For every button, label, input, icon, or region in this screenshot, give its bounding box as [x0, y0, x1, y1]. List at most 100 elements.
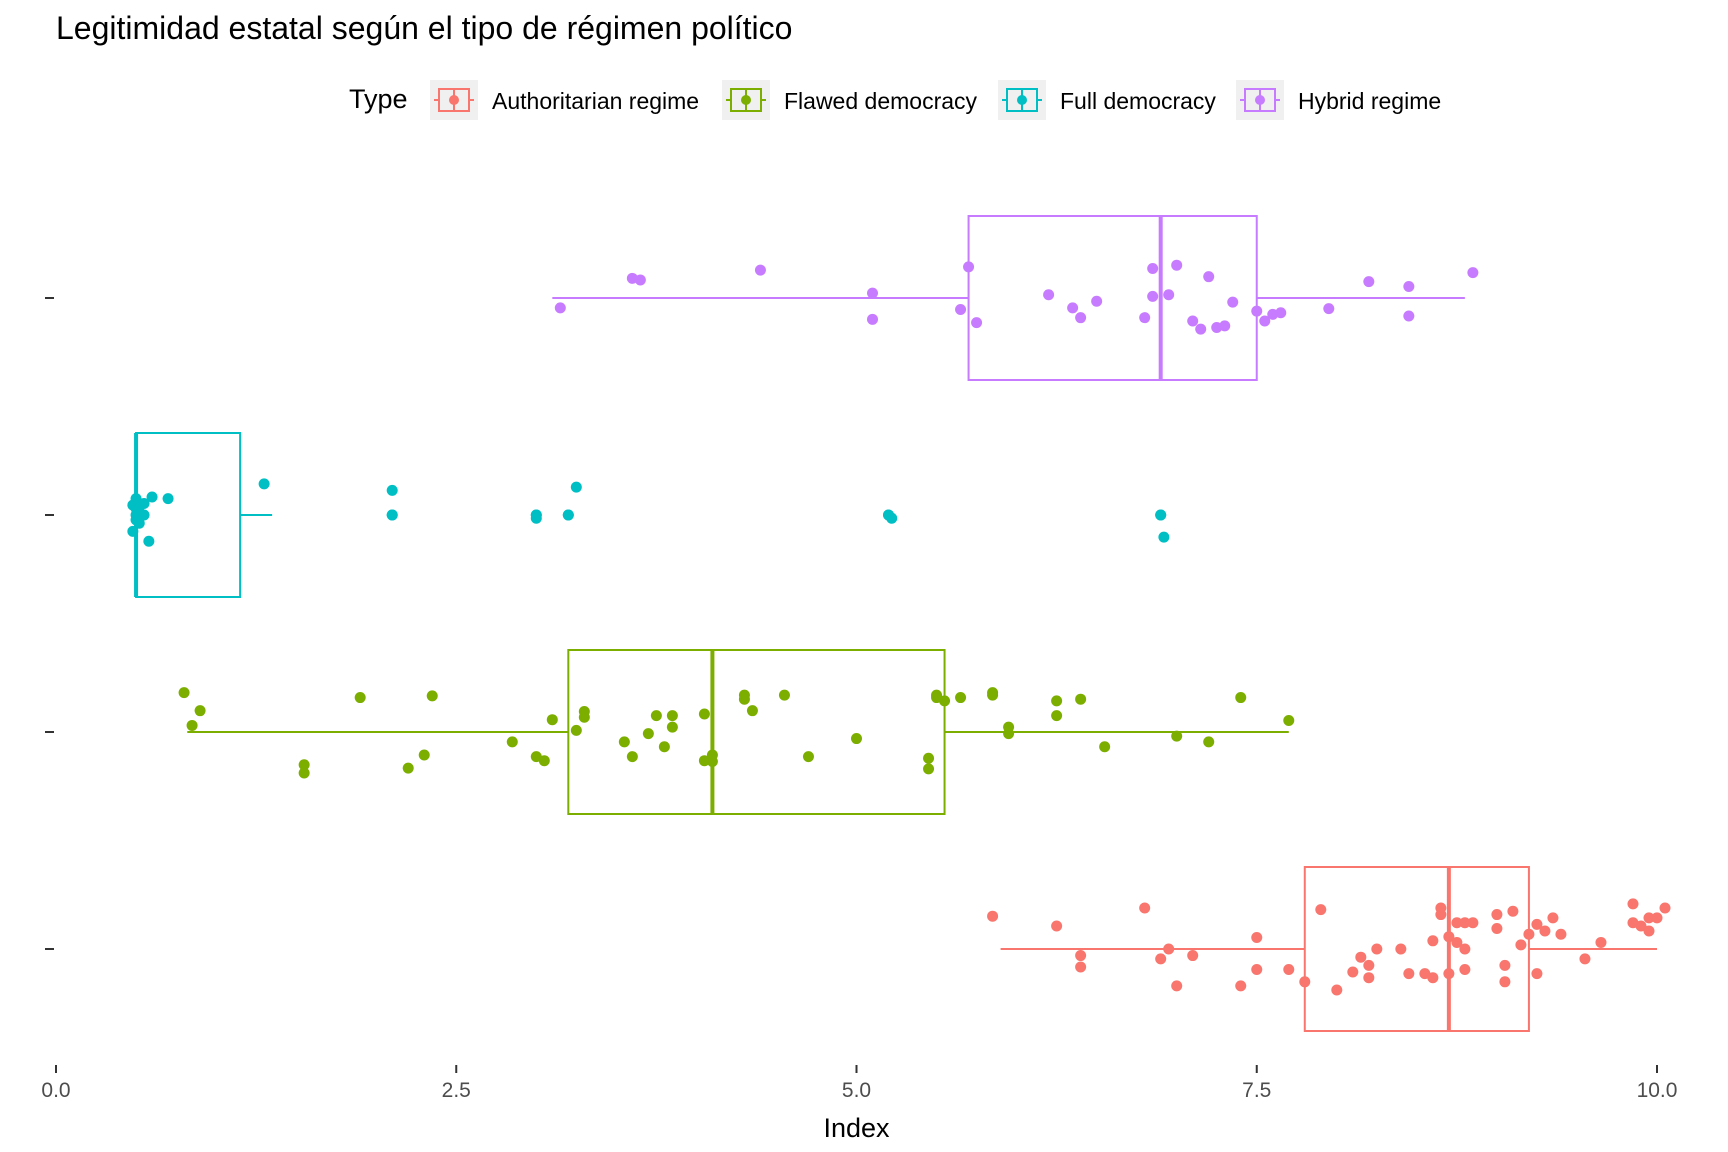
data-point: [1395, 943, 1407, 955]
data-point: [1403, 281, 1415, 293]
legend-label: Full democracy: [1060, 88, 1216, 114]
boxplot-hybrid-regime: [45, 215, 1479, 381]
data-point: [1499, 976, 1511, 988]
data-point: [1155, 953, 1167, 965]
data-point: [923, 763, 935, 775]
data-point: [1003, 721, 1015, 733]
data-point: [1075, 950, 1087, 962]
data-point: [1347, 966, 1359, 978]
boxplot-flawed-democracy: [45, 649, 1295, 815]
data-point: [127, 525, 139, 537]
data-point: [143, 535, 155, 547]
boxplot-authoritarian-regime: [45, 866, 1671, 1032]
data-point: [1451, 917, 1463, 929]
data-point: [1651, 912, 1663, 924]
data-point: [1251, 964, 1263, 975]
data-point: [867, 313, 879, 325]
data-point: [658, 741, 670, 753]
data-point: [618, 736, 630, 748]
boxplot-full-democracy: [45, 432, 1170, 598]
data-point: [1531, 918, 1543, 930]
data-point: [1171, 980, 1183, 992]
legend-title: Type: [349, 84, 408, 114]
data-point: [1099, 741, 1111, 753]
legend-key: [430, 80, 478, 120]
data-point: [1467, 917, 1479, 929]
data-point: [1139, 312, 1151, 324]
data-point: [386, 484, 398, 496]
data-point: [1507, 905, 1519, 917]
data-point: [506, 736, 518, 748]
data-point: [1235, 980, 1247, 992]
data-point: [578, 711, 590, 723]
box: [967, 215, 1258, 381]
data-point: [1539, 925, 1551, 937]
data-point: [146, 491, 158, 503]
data-point: [1155, 509, 1167, 521]
data-point: [1139, 902, 1151, 914]
data-point: [1075, 312, 1087, 324]
data-point: [1459, 943, 1471, 955]
data-point: [133, 517, 145, 529]
data-point: [258, 478, 270, 490]
legend-label: Hybrid regime: [1298, 88, 1442, 114]
data-point: [546, 714, 558, 726]
data-point: [886, 512, 898, 524]
data-point: [1163, 289, 1175, 301]
data-point: [1259, 315, 1271, 327]
data-point: [1363, 959, 1375, 971]
data-point: [1555, 928, 1567, 940]
data-point: [570, 724, 582, 736]
data-point: [1635, 920, 1647, 932]
data-point: [1067, 302, 1079, 314]
data-point: [1427, 972, 1439, 984]
data-point: [626, 751, 638, 763]
data-point: [1595, 936, 1607, 948]
legend-label: Authoritarian regime: [492, 88, 700, 114]
data-point: [698, 755, 710, 767]
data-point: [1371, 943, 1383, 955]
data-point: [1659, 902, 1671, 914]
legend-label: Flawed democracy: [784, 88, 978, 114]
data-point: [634, 274, 646, 286]
legend-key: [722, 80, 770, 120]
data-point: [1091, 295, 1103, 307]
data-point: [354, 692, 366, 704]
data-point: [1299, 976, 1311, 988]
data-point: [1158, 531, 1170, 543]
legend-key: [1236, 80, 1284, 120]
data-point: [778, 689, 790, 701]
data-point: [1187, 950, 1199, 962]
data-point: [931, 689, 943, 701]
data-point: [1459, 964, 1471, 975]
data-point: [1427, 935, 1439, 947]
data-point: [1147, 262, 1159, 274]
data-point: [1323, 303, 1335, 315]
data-point: [1459, 917, 1471, 929]
data-point: [1219, 320, 1231, 332]
data-point: [1579, 953, 1591, 965]
data-point: [1467, 267, 1479, 279]
data-point: [666, 721, 678, 733]
data-point: [642, 728, 654, 740]
data-point: [987, 687, 999, 699]
data-point: [1331, 984, 1343, 996]
data-point: [867, 287, 879, 299]
data-point: [1627, 898, 1639, 910]
data-point: [1275, 307, 1287, 319]
data-point: [1235, 692, 1247, 704]
data-point: [1195, 323, 1207, 335]
data-point: [1187, 315, 1199, 327]
data-point: [1147, 290, 1159, 302]
data-point: [194, 705, 206, 717]
data-point: [178, 687, 190, 699]
x-tick-label: 7.5: [1242, 1079, 1271, 1102]
data-point: [1203, 736, 1215, 748]
legend-key: [998, 80, 1046, 120]
data-point: [1363, 972, 1375, 984]
data-point: [162, 493, 174, 505]
data-point: [1443, 968, 1455, 980]
data-point: [955, 303, 967, 315]
data-point: [706, 756, 718, 768]
